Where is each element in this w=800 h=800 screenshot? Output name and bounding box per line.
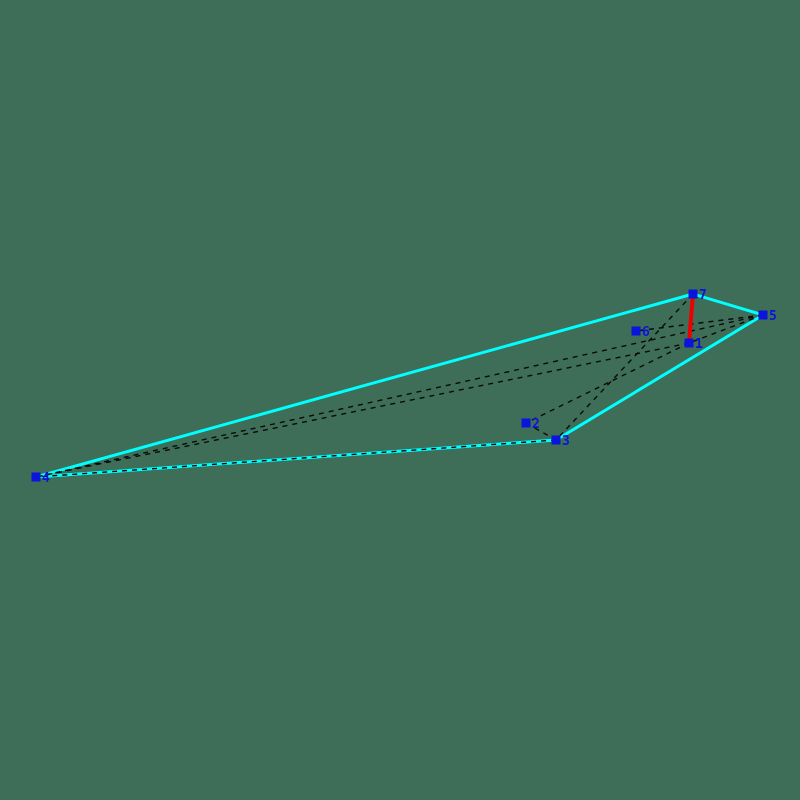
node-label-5: 5 (769, 309, 777, 324)
node-label-6: 6 (642, 325, 650, 340)
node-1[interactable] (684, 338, 694, 348)
hull-edge-4-7 (35, 292, 694, 479)
node-5[interactable] (758, 310, 768, 320)
node-7[interactable] (688, 289, 698, 299)
node-4[interactable] (31, 472, 41, 482)
node-label-4: 4 (42, 471, 50, 486)
candidate-edge-1-2 (525, 342, 690, 424)
node-label-3: 3 (562, 434, 570, 449)
hull-edge-5-3 (555, 313, 764, 442)
candidate-edge-7-3 (555, 293, 694, 441)
candidate-edge-5-1 (688, 314, 764, 344)
candidate-edge-5-4 (35, 314, 764, 478)
node-label-2: 2 (532, 417, 540, 432)
candidate-edge-3-4 (35, 439, 557, 478)
candidate-edge-group (35, 293, 764, 478)
node-label-1: 1 (695, 337, 703, 352)
candidate-edge-5-6 (635, 314, 764, 332)
node-3[interactable] (551, 435, 561, 445)
candidate-edge-1-4 (35, 342, 690, 478)
node-2[interactable] (521, 418, 531, 428)
node-6[interactable] (631, 326, 641, 336)
active-edge-7-1 (687, 293, 695, 344)
hull-edge-7-5 (692, 292, 764, 317)
node-group (31, 289, 768, 482)
active-edge-group (687, 293, 695, 344)
node-label-7: 7 (699, 288, 707, 303)
node-label-group: 1 2 3 4 5 6 7 (42, 288, 777, 486)
